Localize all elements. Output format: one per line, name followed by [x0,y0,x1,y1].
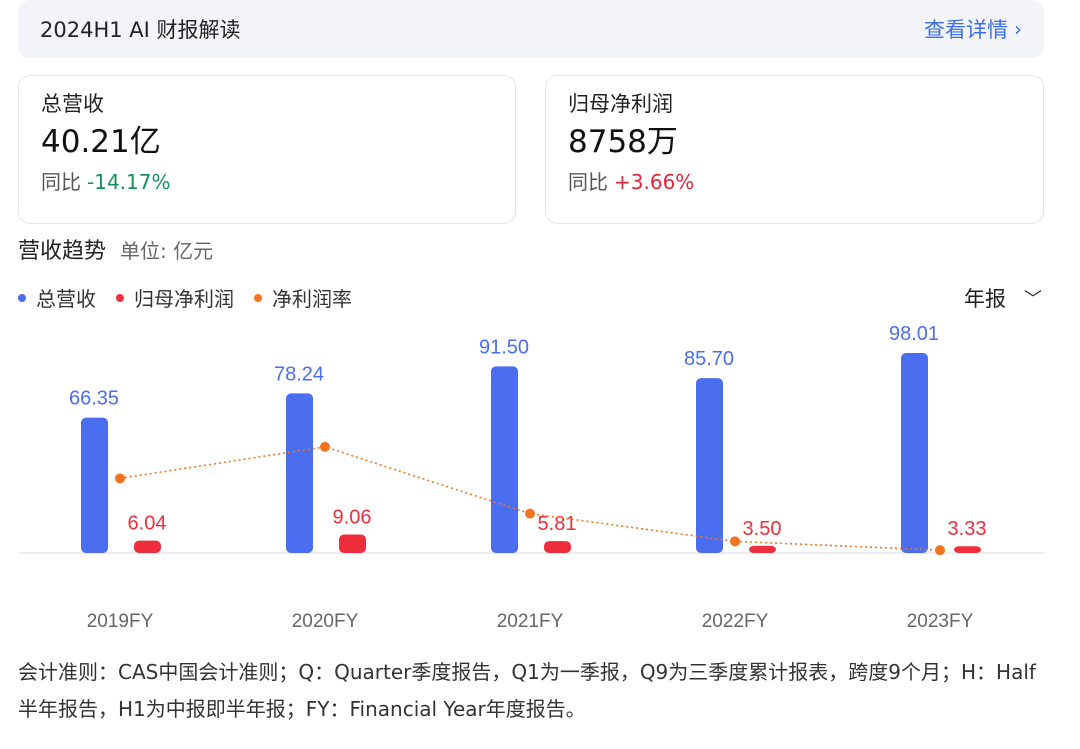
x-tick-label: 2021FY [497,611,564,632]
legend-label: 归母净利润 [134,287,234,311]
chart-legend: 总营收 归母净利润 净利润率 [18,283,352,312]
legend-item-net-profit[interactable]: 归母净利润 [116,283,234,312]
net-profit-bar[interactable] [749,545,776,553]
net-profit-value-label: 5.81 [538,513,577,535]
report-header-bar: 2024H1 AI 财报解读 查看详情 › [18,0,1044,58]
revenue-value-label: 91.50 [479,336,529,358]
revenue-bar[interactable] [491,366,518,553]
revenue-card-label: 总营收 [41,92,104,116]
section-title: 营收趋势 [18,239,107,264]
net-profit-card-value: 8758万 [568,124,678,160]
net-profit-bar[interactable] [134,540,161,553]
legend-label: 净利润率 [272,287,352,311]
revenue-yoy: 同比 -14.17% [41,172,493,192]
legend-dot [18,293,26,302]
net-margin-point[interactable] [935,545,945,556]
net-profit-value-label: 3.33 [948,518,987,540]
chevron-down-icon: ﹀ [1024,289,1042,310]
report-period-select[interactable]: 年报 ﹀ [964,283,1042,313]
revenue-value-label: 66.35 [69,388,119,410]
view-details-label: 查看详情 [924,18,1008,42]
revenue-yoy-label: 同比 [41,170,81,194]
net-margin-point[interactable] [115,473,125,484]
revenue-bar[interactable] [81,417,108,553]
legend-item-revenue[interactable]: 总营收 [18,283,96,312]
net-profit-bar[interactable] [544,541,571,553]
net-profit-bar[interactable] [339,534,366,553]
net-margin-line [119,446,941,551]
footnote: 会计准则：CAS中国会计准则；Q：Quarter季度报告，Q1为一季报，Q9为三… [18,660,1036,721]
net-profit-yoy-value: +3.66% [614,170,695,194]
revenue-value-label: 85.70 [684,348,734,370]
x-tick-label: 2023FY [907,611,974,632]
net-profit-value-label: 9.06 [333,507,372,529]
net-profit-value-label: 3.50 [743,518,782,540]
revenue-trend-heading: 营收趋势 单位: 亿元 [18,233,213,265]
revenue-bar[interactable] [901,353,928,553]
x-tick-label: 2022FY [702,611,769,632]
period-select-value: 年报 [964,287,1006,311]
net-profit-yoy-label: 同比 [568,170,608,194]
legend-item-net-margin[interactable]: 净利润率 [254,283,352,312]
net-profit-value-label: 6.04 [128,513,167,535]
net-profit-card-label: 归母净利润 [568,92,673,116]
chevron-right-icon: › [1014,17,1022,41]
legend-label: 总营收 [36,287,96,311]
x-tick-label: 2019FY [87,611,154,632]
report-title: 2024H1 AI 财报解读 [40,18,241,42]
net-margin-point[interactable] [730,536,740,547]
net-profit-bar[interactable] [954,546,981,553]
net-profit-yoy: 同比 +3.66% [568,172,1021,192]
revenue-trend-chart: 66.35 6.04 2019FY 78.24 9.06 2020FY 91.50 5.81 2… [18,323,1044,632]
legend-dot [116,293,124,302]
legend-dot [254,293,262,302]
view-details-link[interactable]: 查看详情 › [924,14,1022,44]
section-unit: 单位: 亿元 [120,239,214,263]
revenue-card-value: 40.21亿 [41,124,161,160]
revenue-value-label: 98.01 [889,323,939,345]
revenue-bar[interactable] [696,378,723,553]
net-margin-point[interactable] [320,441,330,452]
revenue-bar[interactable] [286,393,313,553]
revenue-yoy-value: -14.17% [87,170,171,194]
net-profit-card: 归母净利润 8758万 同比 +3.66% [545,75,1044,224]
revenue-value-label: 78.24 [274,363,324,385]
x-tick-label: 2020FY [292,611,359,632]
net-margin-point[interactable] [525,508,535,519]
revenue-card: 总营收 40.21亿 同比 -14.17% [18,75,516,224]
